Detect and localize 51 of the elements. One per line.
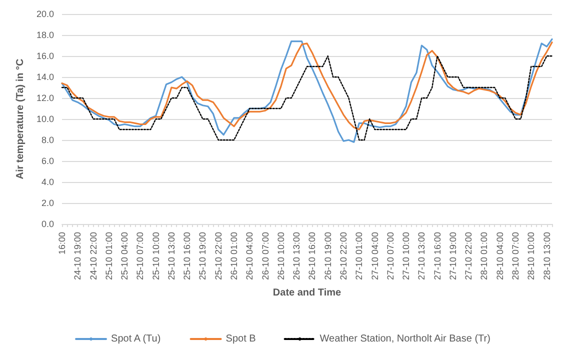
y-tick-label: 8.0 <box>41 135 54 145</box>
x-tick-label: 25-10 16:00 <box>182 232 192 280</box>
x-tick-label: 27-10 01:00 <box>354 232 364 280</box>
y-tick-label: 4.0 <box>41 177 54 187</box>
x-tick-label: 26-10 16:00 <box>307 232 318 280</box>
y-axis-title: Air temperature (Ta) in °C <box>15 58 26 180</box>
line-series <box>61 42 553 130</box>
x-tick-label: 26-10 10:00 <box>276 232 286 280</box>
legend-label: Spot A (Tu) <box>111 334 161 344</box>
x-tick-label: 24-10 22:00 <box>88 232 98 280</box>
line-series <box>61 38 553 143</box>
x-tick-label: 25-10 10:00 <box>150 232 161 280</box>
x-tick-label: 28-10 01:00 <box>479 232 490 280</box>
x-tick-label: 26-10 13:00 <box>292 232 302 280</box>
x-tick-label: 26-10 01:00 <box>229 232 240 280</box>
x-axis-title: Date and Time <box>272 287 342 298</box>
x-tick-label: 26-10 19:00 <box>322 232 333 280</box>
x-tick-label: 27-10 16:00 <box>432 232 442 280</box>
x-tick-label: 25-10 22:00 <box>213 232 224 280</box>
x-tick-label: 27-10 19:00 <box>448 232 458 280</box>
x-tick-label: 26-10 04:00 <box>244 232 255 280</box>
y-tick-label: 2.0 <box>41 198 54 208</box>
y-tick-label: 10.0 <box>36 114 54 124</box>
x-tick-label: 26-10 22:00 <box>338 232 348 280</box>
legend-label: Weather Station, Northolt Air Base (Tr) <box>320 334 490 344</box>
x-tick-label: 28-10 07:00 <box>510 232 521 280</box>
x-tick-label: 24-10 19:00 <box>72 232 83 280</box>
y-tick-label: 20.0 <box>36 9 54 19</box>
legend-label: Spot B <box>226 334 256 344</box>
x-tick-label: 25-10 07:00 <box>135 232 146 280</box>
x-tick-label: 28-10 13:00 <box>542 232 552 280</box>
y-tick-label: 18.0 <box>36 30 54 40</box>
y-tick-label: 16.0 <box>36 51 54 61</box>
x-tick-label: 27-10 22:00 <box>464 232 474 280</box>
x-tick-label: 25-10 13:00 <box>166 232 176 280</box>
x-tick-label: 27-10 10:00 <box>401 232 412 280</box>
x-tick-label: 25-10 01:00 <box>104 232 114 280</box>
x-tick-label: 27-10 04:00 <box>370 232 380 280</box>
y-tick-label: 12.0 <box>36 93 54 103</box>
x-tick-label: 27-10 13:00 <box>416 232 427 280</box>
x-tick-label: 25-10 19:00 <box>198 232 208 280</box>
y-tick-label: 0.0 <box>41 219 54 229</box>
x-tick-label: 16:00 <box>57 232 67 255</box>
x-tick-label: 26-10 07:00 <box>260 232 270 280</box>
x-tick-label: 27-10 07:00 <box>385 232 396 280</box>
x-tick-label: 25-10 04:00 <box>120 232 130 280</box>
x-tick-label: 28-10 10:00 <box>526 232 536 280</box>
line-series <box>61 55 553 141</box>
y-tick-label: 14.0 <box>36 72 54 82</box>
x-tick-label: 28-10 04:00 <box>494 232 505 280</box>
y-tick-label: 6.0 <box>41 156 54 166</box>
